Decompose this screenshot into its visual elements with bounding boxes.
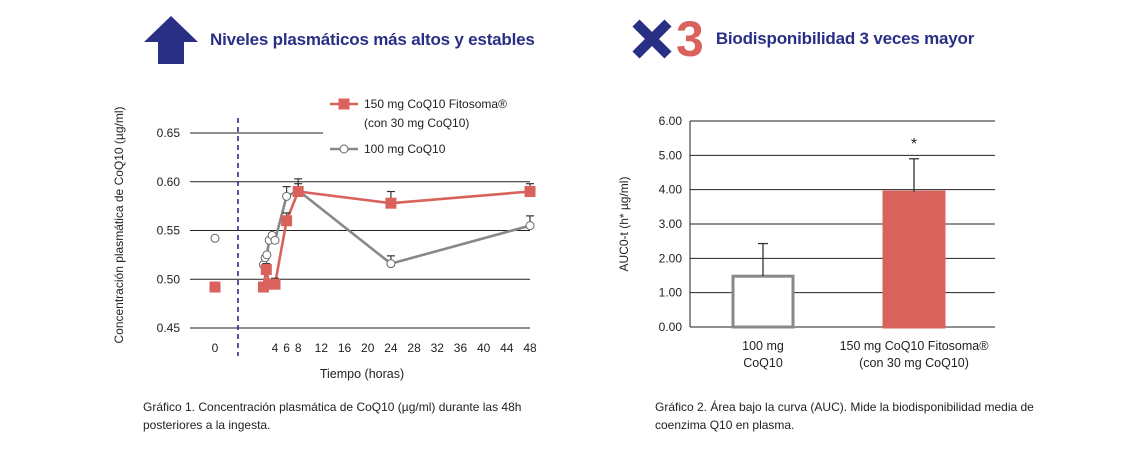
data-point: [385, 197, 397, 209]
header-right-title: Biodisponibilidad 3 veces mayor: [715, 29, 975, 48]
up-arrow-icon: [144, 16, 198, 64]
data-point: [257, 281, 269, 293]
data-point: [269, 278, 281, 290]
x-tick-label: 8: [295, 341, 302, 355]
category-label: (con 30 mg CoQ10): [859, 356, 969, 370]
y-axis-label: Concentración plasmática de CoQ10 (µg/ml…: [112, 106, 126, 343]
category-label: 150 mg CoQ10 Fitosoma®: [840, 339, 990, 353]
header-left: Niveles plasmáticos más altos y estables: [142, 14, 535, 66]
x-tick-label: 6: [283, 341, 290, 355]
y-tick-label: 0.00: [659, 320, 683, 334]
y-tick-label: 0.60: [157, 175, 181, 189]
x-axis-label: Tiempo (horas): [320, 367, 404, 381]
data-point: [270, 235, 280, 245]
y-tick-label: 3.00: [659, 217, 683, 231]
y-tick-label: 4.00: [659, 183, 683, 197]
y-tick-label: 0.55: [157, 224, 181, 238]
baseline-point: [209, 281, 221, 293]
legend-marker: [338, 98, 350, 110]
y-tick-label: 0.50: [157, 272, 181, 286]
series-line: [262, 190, 531, 288]
y-tick-label: 5.00: [659, 148, 683, 162]
x-tick-label: 28: [407, 341, 421, 355]
y-tick-label: 1.00: [659, 286, 683, 300]
x-tick-label: 16: [338, 341, 352, 355]
legend-label: (con 30 mg CoQ10): [364, 116, 469, 130]
data-point: [282, 191, 292, 201]
x-tick-label: 32: [431, 341, 445, 355]
header-right: 3 Biodisponibilidad 3 veces mayor: [630, 14, 974, 64]
caption-chart1: Gráfico 1. Concentración plasmática de C…: [143, 400, 522, 432]
header-left-title: Niveles plasmáticos más altos y estables: [210, 30, 535, 49]
data-point: [262, 250, 272, 260]
multiplier-number: 3: [676, 11, 704, 67]
x-tick-label: 36: [454, 341, 468, 355]
data-point: [260, 253, 270, 263]
data-point: [260, 264, 272, 275]
x-tick-label: 24: [384, 341, 398, 355]
data-point: [263, 278, 275, 290]
significance-marker: *: [911, 136, 917, 153]
data-point: [386, 259, 396, 269]
data-point: [267, 230, 277, 240]
times-icon: [632, 19, 672, 59]
category-label: CoQ10: [743, 356, 783, 370]
x-tick-label: 0: [212, 341, 219, 355]
x-tick-label: 12: [315, 341, 329, 355]
data-point: [281, 215, 293, 227]
y-tick-label: 2.00: [659, 251, 683, 265]
data-point: [293, 186, 303, 196]
legend-label: 100 mg CoQ10: [364, 142, 446, 156]
data-point: [258, 260, 268, 270]
y-tick-label: 0.45: [157, 321, 181, 335]
category-label: 100 mg: [742, 339, 784, 353]
series-line: [262, 189, 531, 265]
x-tick-label: 44: [500, 341, 514, 355]
baseline-point: [210, 233, 220, 243]
bar: [882, 190, 946, 329]
caption-chart2: Gráfico 2. Área bajo la curva (AUC). Mid…: [655, 400, 1034, 432]
x-tick-label: 4: [272, 341, 279, 355]
data-point: [525, 221, 535, 231]
data-point: [292, 186, 304, 197]
bar: [731, 274, 795, 329]
y-tick-label: 0.65: [157, 126, 181, 140]
legend-label: 150 mg CoQ10 Fitosoma®: [364, 97, 507, 111]
data-point: [264, 235, 274, 245]
x-tick-label: 48: [523, 341, 537, 355]
x-tick-label: 40: [477, 341, 491, 355]
y-tick-label: 6.00: [659, 114, 683, 128]
data-point: [524, 186, 536, 197]
x-tick-label: 20: [361, 341, 375, 355]
legend-marker: [339, 144, 349, 154]
y-axis-label: AUC0-t (h* µg/ml): [617, 177, 631, 272]
